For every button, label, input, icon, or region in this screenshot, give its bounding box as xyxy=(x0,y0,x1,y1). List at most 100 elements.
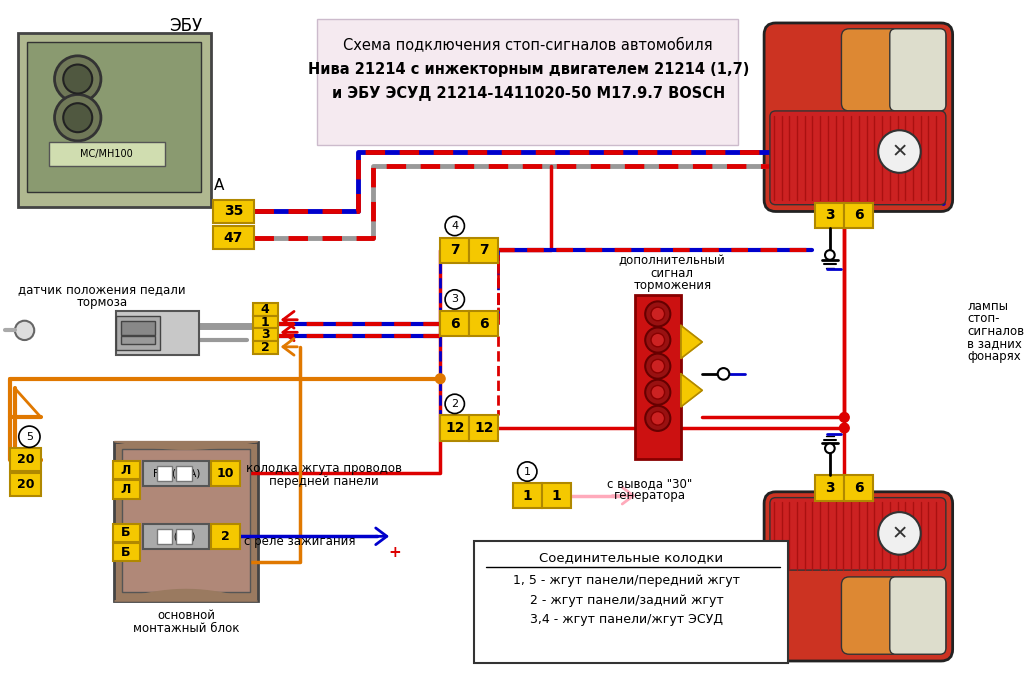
Circle shape xyxy=(645,406,671,431)
FancyBboxPatch shape xyxy=(469,238,498,263)
Text: Л: Л xyxy=(121,483,131,496)
FancyBboxPatch shape xyxy=(157,529,173,544)
Polygon shape xyxy=(681,326,702,359)
Circle shape xyxy=(645,380,671,405)
Text: тормоза: тормоза xyxy=(76,296,127,309)
FancyBboxPatch shape xyxy=(841,29,946,111)
Circle shape xyxy=(718,368,729,380)
FancyBboxPatch shape xyxy=(841,577,946,654)
Text: дополнительный: дополнительный xyxy=(619,254,726,267)
Text: 6: 6 xyxy=(479,317,489,331)
Circle shape xyxy=(839,413,849,422)
Circle shape xyxy=(878,130,921,173)
FancyBboxPatch shape xyxy=(815,203,844,228)
FancyBboxPatch shape xyxy=(542,483,571,508)
Text: с реле зажигания: с реле зажигания xyxy=(244,535,355,548)
Text: 2: 2 xyxy=(451,399,458,409)
Circle shape xyxy=(54,94,101,141)
Text: 20: 20 xyxy=(16,453,34,466)
Text: F10(16A): F10(16A) xyxy=(153,469,200,479)
FancyBboxPatch shape xyxy=(253,316,278,329)
Circle shape xyxy=(651,385,664,399)
FancyBboxPatch shape xyxy=(177,529,192,544)
Text: ✕: ✕ xyxy=(891,524,908,543)
FancyBboxPatch shape xyxy=(10,448,41,471)
Text: в задних: в задних xyxy=(967,337,1022,350)
FancyBboxPatch shape xyxy=(253,303,278,316)
Circle shape xyxy=(645,354,671,378)
FancyBboxPatch shape xyxy=(114,441,258,601)
Text: сигналов: сигналов xyxy=(967,325,1024,338)
Text: ✕: ✕ xyxy=(891,142,908,161)
Text: основной: основной xyxy=(157,609,215,622)
Text: 47: 47 xyxy=(224,231,243,245)
Text: 3: 3 xyxy=(451,294,458,305)
FancyBboxPatch shape xyxy=(770,498,946,570)
Circle shape xyxy=(518,462,537,482)
Polygon shape xyxy=(114,441,258,449)
Circle shape xyxy=(825,250,835,260)
Text: передней панели: передней панели xyxy=(269,475,379,488)
Text: Схема подключения стоп-сигналов автомобиля: Схема подключения стоп-сигналов автомоби… xyxy=(343,38,713,53)
FancyBboxPatch shape xyxy=(512,483,542,508)
Text: 3: 3 xyxy=(825,481,835,495)
Text: 1, 5 - жгут панели/передний жгут: 1, 5 - жгут панели/передний жгут xyxy=(514,574,740,587)
FancyBboxPatch shape xyxy=(116,316,160,350)
FancyBboxPatch shape xyxy=(770,111,946,205)
FancyBboxPatch shape xyxy=(844,475,873,501)
FancyBboxPatch shape xyxy=(469,415,498,441)
FancyBboxPatch shape xyxy=(317,19,738,145)
Text: 6: 6 xyxy=(854,481,864,495)
FancyBboxPatch shape xyxy=(889,29,946,111)
FancyBboxPatch shape xyxy=(212,524,240,549)
Polygon shape xyxy=(114,589,258,601)
Text: 7: 7 xyxy=(479,243,489,257)
FancyBboxPatch shape xyxy=(844,203,873,228)
Text: торможения: торможения xyxy=(634,279,712,292)
Text: 7: 7 xyxy=(450,243,459,257)
Text: сигнал: сигнал xyxy=(651,267,694,280)
Circle shape xyxy=(651,333,664,347)
Text: колодка жгута проводов: колодка жгута проводов xyxy=(246,462,403,475)
Text: 4: 4 xyxy=(261,303,270,316)
Polygon shape xyxy=(681,374,702,407)
Text: 6: 6 xyxy=(450,317,459,331)
Text: монтажный блок: монтажный блок xyxy=(132,622,239,635)
FancyBboxPatch shape xyxy=(441,311,469,336)
FancyBboxPatch shape xyxy=(48,142,164,166)
Circle shape xyxy=(645,327,671,352)
Text: 3: 3 xyxy=(825,208,835,223)
Text: Соединительные колодки: Соединительные колодки xyxy=(538,551,723,564)
FancyBboxPatch shape xyxy=(474,541,789,663)
Text: генератора: генератора xyxy=(614,489,686,502)
FancyBboxPatch shape xyxy=(113,543,140,561)
Text: 20: 20 xyxy=(16,478,34,491)
Circle shape xyxy=(445,394,464,413)
FancyBboxPatch shape xyxy=(253,341,278,354)
Text: 10: 10 xyxy=(217,467,234,480)
FancyBboxPatch shape xyxy=(253,329,278,341)
Text: и ЭБУ ЭСУД 21214-1411020-50 М17.9.7 BOSCH: и ЭБУ ЭСУД 21214-1411020-50 М17.9.7 BOSC… xyxy=(332,86,725,101)
Text: 12: 12 xyxy=(445,421,464,435)
FancyBboxPatch shape xyxy=(10,473,41,496)
Text: 2: 2 xyxy=(221,530,230,543)
Text: датчик положения педали: датчик положения педали xyxy=(18,283,186,296)
FancyBboxPatch shape xyxy=(113,524,140,542)
Text: 1: 1 xyxy=(524,466,531,477)
Text: 3: 3 xyxy=(261,329,270,342)
Text: Л: Л xyxy=(121,464,131,477)
Text: 1: 1 xyxy=(523,489,532,503)
FancyBboxPatch shape xyxy=(113,480,140,499)
Circle shape xyxy=(651,359,664,373)
FancyBboxPatch shape xyxy=(635,294,681,459)
FancyBboxPatch shape xyxy=(441,415,469,441)
FancyBboxPatch shape xyxy=(469,311,498,336)
Text: +: + xyxy=(388,545,402,560)
Circle shape xyxy=(651,412,664,425)
Circle shape xyxy=(878,512,921,555)
Circle shape xyxy=(54,56,101,102)
FancyBboxPatch shape xyxy=(144,524,210,549)
Text: А: А xyxy=(214,178,224,193)
FancyBboxPatch shape xyxy=(213,226,254,249)
Circle shape xyxy=(651,307,664,321)
